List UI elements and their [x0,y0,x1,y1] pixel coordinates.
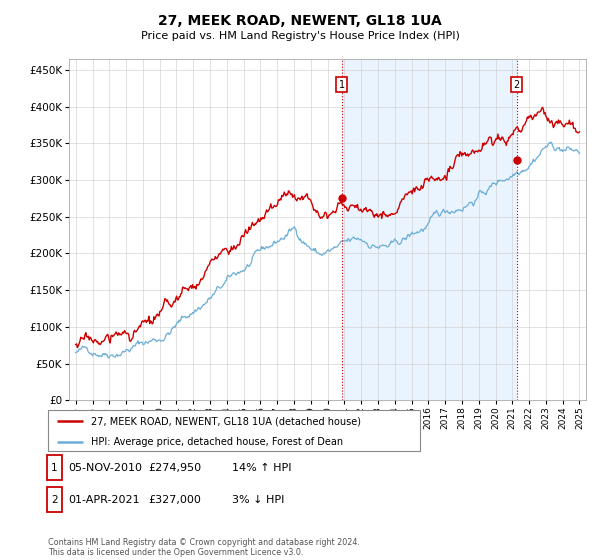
Bar [342,59,517,400]
Text: 2: 2 [51,494,58,505]
Text: 27, MEEK ROAD, NEWENT, GL18 1UA (detached house): 27, MEEK ROAD, NEWENT, GL18 1UA (detache… [91,417,361,426]
Text: 1: 1 [339,80,345,90]
FancyBboxPatch shape [48,410,420,451]
Text: 27, MEEK ROAD, NEWENT, GL18 1UA: 27, MEEK ROAD, NEWENT, GL18 1UA [158,14,442,28]
Text: HPI: Average price, detached house, Forest of Dean: HPI: Average price, detached house, Fore… [91,437,343,447]
Text: 14% ↑ HPI: 14% ↑ HPI [232,463,292,473]
Text: £274,950: £274,950 [148,463,202,473]
Text: 2: 2 [514,80,520,90]
Text: 1: 1 [51,463,58,473]
Text: 3% ↓ HPI: 3% ↓ HPI [232,494,284,505]
Text: 05-NOV-2010: 05-NOV-2010 [68,463,142,473]
Text: £327,000: £327,000 [148,494,201,505]
Text: 01-APR-2021: 01-APR-2021 [68,494,140,505]
Text: Contains HM Land Registry data © Crown copyright and database right 2024.
This d: Contains HM Land Registry data © Crown c… [48,538,360,557]
Text: Price paid vs. HM Land Registry's House Price Index (HPI): Price paid vs. HM Land Registry's House … [140,31,460,41]
